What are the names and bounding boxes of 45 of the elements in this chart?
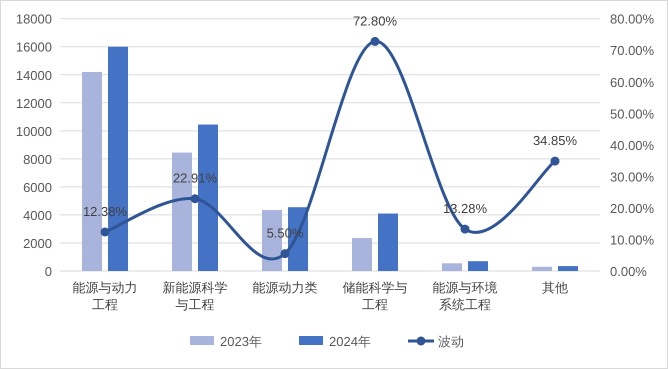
y-tick-label: 2000 — [23, 236, 52, 251]
point — [280, 249, 290, 258]
point — [100, 227, 110, 236]
y2-tick-label: 70.00% — [610, 43, 655, 58]
bar — [442, 263, 462, 271]
y-tick-label: 8000 — [23, 152, 52, 167]
y2-tick-label: 60.00% — [610, 74, 655, 90]
y-tick-label: 12000 — [16, 96, 52, 111]
y-tick-label: 0 — [44, 264, 52, 279]
data-label: 5.50% — [266, 226, 304, 241]
bar — [532, 266, 552, 271]
y2-tick-label: 40.00% — [610, 138, 655, 153]
x-tick-label: 能源与环境系统工程 — [432, 280, 498, 312]
y-tick-label: 10000 — [16, 124, 52, 139]
x-tick-label: 储能科学与工程 — [342, 280, 408, 312]
y2-tick-label: 80.00% — [610, 12, 655, 27]
x-tick-label: 能源与动力工程 — [72, 280, 138, 312]
y-tick-label: 6000 — [23, 180, 52, 195]
x-tick-label: 新能源科学与工程 — [162, 280, 228, 312]
y2-tick-label: 10.00% — [610, 232, 655, 248]
bar — [378, 214, 398, 271]
legend-label: 2023年 — [220, 334, 262, 349]
point — [190, 194, 200, 204]
data-label: 22.91% — [172, 170, 218, 186]
y2-tick-label: 50.00% — [610, 106, 655, 122]
bar — [558, 266, 578, 271]
data-label: 72.80% — [352, 13, 398, 28]
data-label: 12.38% — [82, 204, 128, 219]
y2-tick-label: 20.00% — [610, 200, 655, 216]
data-label: 34.85% — [532, 133, 578, 148]
y-tick-label: 14000 — [16, 68, 52, 83]
y2-tick-label: 0.00% — [610, 264, 648, 279]
point — [550, 156, 560, 166]
x-tick-label: 能源动力类 — [252, 280, 318, 295]
bar — [468, 261, 488, 271]
x-tick-label: 其他 — [542, 280, 568, 295]
legend-label: 波动 — [438, 334, 464, 349]
legend-label: 2024年 — [329, 334, 371, 349]
y-tick-label: 18000 — [16, 12, 52, 27]
y-tick-label: 4000 — [23, 208, 52, 223]
y2-tick-label: 30.00% — [610, 169, 655, 184]
point — [460, 224, 470, 234]
point — [370, 36, 380, 46]
bar — [352, 238, 372, 271]
y-tick-label: 16000 — [16, 40, 52, 55]
